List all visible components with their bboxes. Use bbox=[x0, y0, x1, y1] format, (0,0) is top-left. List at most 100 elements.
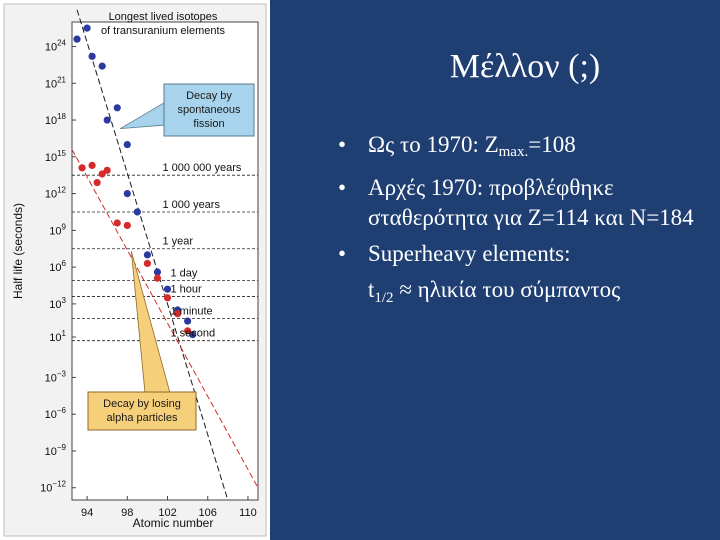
y-tick-base: 10 bbox=[45, 372, 57, 384]
alpha-data-point bbox=[93, 178, 101, 187]
reference-line-label: 1 second bbox=[170, 328, 215, 340]
slide-title: Μέλλον (;) bbox=[449, 48, 601, 85]
bullet-item: • Αρχές 1970: προβλέφθηκε σταθερότητα γι… bbox=[338, 173, 710, 233]
bullet-subscript: 1/2 bbox=[374, 290, 394, 306]
x-tick-label: 102 bbox=[158, 507, 176, 519]
y-tick-base: 10 bbox=[45, 446, 57, 458]
fission-data-point bbox=[163, 285, 172, 293]
y-tick-label: 10−12 bbox=[40, 480, 66, 495]
alpha-data-point bbox=[78, 164, 86, 172]
fission-data-point bbox=[73, 35, 81, 43]
fission-data-point bbox=[143, 251, 152, 259]
fission-data-point bbox=[123, 140, 131, 149]
y-tick-label: 103 bbox=[49, 296, 66, 311]
fission-data-point bbox=[189, 330, 197, 339]
y-tick-base: 10 bbox=[49, 225, 61, 237]
chart-title: Longest lived isotopes of transuranium el… bbox=[101, 11, 226, 37]
fission-data-point bbox=[83, 24, 91, 32]
y-tick-exponent: −9 bbox=[57, 443, 67, 452]
figure-panel: 1 000 000 years 1 000 years 1 year 1 day 1 h… bbox=[0, 0, 270, 540]
half-life-chart: 1 000 000 years 1 000 years 1 year 1 day 1 h… bbox=[3, 3, 267, 537]
alpha-data-point bbox=[103, 166, 111, 174]
alpha-data-point bbox=[173, 310, 182, 318]
y-tick-exponent: 18 bbox=[57, 112, 66, 121]
y-tick-base: 10 bbox=[45, 152, 57, 164]
reference-line-label: 1 000 000 years bbox=[162, 162, 241, 174]
fission-callout-text: Decay by bbox=[186, 90, 232, 102]
y-tick-base: 10 bbox=[45, 409, 57, 421]
alpha-data-point bbox=[163, 294, 172, 302]
bullet-dot: • bbox=[338, 175, 347, 200]
x-axis-title: Atomic number bbox=[133, 516, 214, 530]
bullet-item: • Superheavy elements: bbox=[338, 239, 710, 269]
y-tick-base: 10 bbox=[45, 189, 57, 201]
alpha-callout-text: alpha particles bbox=[107, 412, 178, 424]
y-tick-base: 10 bbox=[40, 483, 52, 495]
bullet-text-tail: =108 bbox=[528, 132, 576, 157]
bullet-subscript: max. bbox=[498, 144, 529, 160]
bullet-item: • Ως το 1970: Zmax.=108 bbox=[338, 130, 710, 167]
y-axis-title: Half life (seconds) bbox=[11, 203, 25, 299]
bullet-text: t bbox=[368, 277, 375, 302]
alpha-data-point bbox=[98, 170, 106, 178]
x-tick-label: 98 bbox=[121, 507, 133, 519]
fission-data-point bbox=[153, 268, 162, 276]
y-tick-base: 10 bbox=[45, 78, 57, 90]
bullet-dot: • bbox=[338, 241, 347, 266]
fission-callout-text: fission bbox=[193, 118, 224, 130]
x-tick-label: 106 bbox=[199, 507, 217, 519]
y-tick-exponent: −6 bbox=[57, 406, 67, 415]
bullet-text: Ως το 1970: Z bbox=[368, 132, 499, 157]
y-tick-exponent: −3 bbox=[57, 369, 67, 378]
y-tick-label: 1021 bbox=[45, 75, 67, 90]
alpha-callout-text: Decay by losing bbox=[103, 398, 181, 410]
y-tick-label: 1015 bbox=[45, 149, 67, 164]
y-tick-label: 109 bbox=[49, 222, 66, 237]
y-tick-label: 1024 bbox=[45, 39, 67, 54]
chart-title-line: Longest lived isotopes bbox=[109, 11, 218, 23]
alpha-data-point bbox=[123, 221, 131, 230]
reference-line-label: 1 000 years bbox=[162, 199, 220, 211]
alpha-data-point bbox=[88, 161, 96, 169]
alpha-data-point bbox=[184, 327, 192, 335]
y-tick-label: 10−3 bbox=[45, 369, 67, 384]
bullet-item-continuation: t1/2 ≈ ηλικία του σύμπαντος bbox=[338, 275, 710, 313]
bullet-text-tail: ≈ ηλικία του σύμπαντος bbox=[393, 277, 621, 302]
y-tick-exponent: 6 bbox=[62, 259, 67, 268]
y-tick-exponent: 21 bbox=[57, 75, 66, 84]
alpha-data-point bbox=[113, 219, 121, 227]
reference-line-label: 1 year bbox=[162, 236, 193, 248]
chart-title-line: of transuranium elements bbox=[101, 25, 226, 37]
trend-line bbox=[71, 149, 259, 488]
y-tick-base: 10 bbox=[49, 332, 61, 344]
y-tick-base: 10 bbox=[45, 115, 57, 127]
reference-line-label: 1 day bbox=[170, 268, 197, 280]
fission-data-point bbox=[133, 208, 141, 216]
x-tick-label: 110 bbox=[239, 507, 257, 519]
y-tick-exponent: 9 bbox=[62, 222, 67, 231]
alpha-callout-box bbox=[87, 391, 197, 431]
fission-data-point bbox=[103, 116, 111, 124]
y-tick-exponent: 15 bbox=[57, 149, 66, 158]
y-tick-base: 10 bbox=[49, 299, 61, 311]
fission-data-point bbox=[113, 104, 121, 112]
fission-data-point bbox=[88, 52, 96, 60]
y-tick-label: 10−6 bbox=[45, 406, 67, 421]
bullet-list: • Ως το 1970: Zmax.=108 • Αρχές 1970: πρ… bbox=[338, 130, 710, 319]
y-tick-exponent: −12 bbox=[52, 480, 66, 489]
y-tick-label: 1018 bbox=[45, 112, 67, 127]
fission-callout-box bbox=[163, 83, 255, 137]
y-tick-exponent: 3 bbox=[62, 296, 67, 305]
alpha-data-point bbox=[153, 274, 162, 282]
bullet-text: Αρχές 1970: προβλέφθηκε σταθερότητα για … bbox=[368, 175, 694, 230]
y-tick-label: 10−9 bbox=[45, 443, 67, 458]
fission-data-point bbox=[123, 189, 131, 198]
reference-line-label: 1 hour bbox=[170, 284, 202, 296]
reference-line-label: 1 minute bbox=[170, 306, 212, 318]
alpha-data-point bbox=[143, 259, 152, 268]
x-tick-label: 94 bbox=[81, 507, 93, 519]
y-tick-base: 10 bbox=[49, 262, 61, 274]
y-tick-label: 1012 bbox=[45, 186, 67, 201]
fission-data-point bbox=[184, 317, 192, 325]
y-tick-label: 101 bbox=[49, 329, 66, 344]
